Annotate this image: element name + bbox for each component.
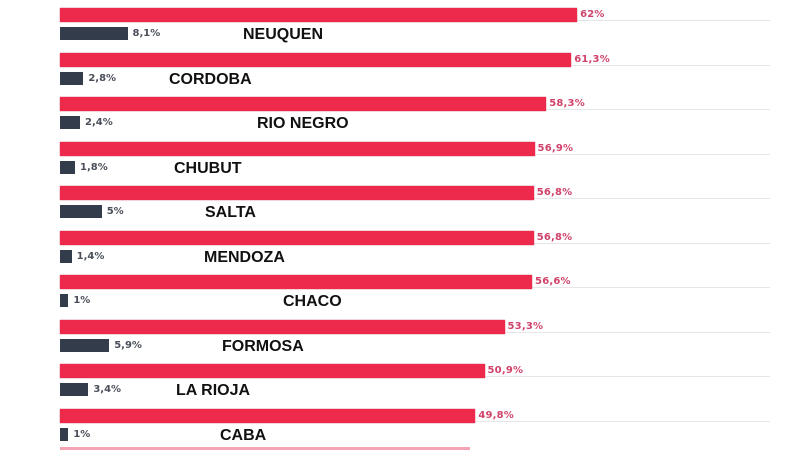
- bar-dark: [60, 160, 75, 174]
- chart-row: 53,3% 5,9% FORMOSA: [0, 312, 800, 356]
- value-label-dark: 2,4%: [85, 117, 113, 128]
- bar-dark: [60, 27, 128, 40]
- category-label: RIO NEGRO: [257, 115, 349, 132]
- value-label-red: 49,8%: [478, 409, 515, 421]
- category-label: CABA: [220, 426, 267, 444]
- category-label: CHACO: [283, 293, 342, 310]
- chart-row: 50,9% 3,4% LA RIOJA: [0, 356, 800, 400]
- bar-dark: [60, 71, 84, 85]
- value-label-dark: 1,8%: [80, 161, 108, 173]
- value-label-dark: 2,8%: [88, 72, 117, 84]
- bar-red: [60, 364, 485, 378]
- bar-red: [60, 230, 534, 245]
- value-label-dark: 8,1%: [132, 28, 161, 39]
- bar-red: [60, 186, 534, 200]
- value-label-red: 61,3%: [574, 53, 610, 65]
- bar-red: [60, 275, 533, 289]
- bar-dark: [60, 205, 102, 218]
- bar-red: [60, 408, 476, 423]
- value-label-red: 58,3%: [549, 98, 585, 109]
- bar-dark: [60, 338, 110, 352]
- chart-row: 56,8% 5% SALTA: [0, 178, 800, 222]
- value-label-dark: 3,4%: [93, 384, 122, 395]
- value-label-red: 56,8%: [536, 231, 573, 243]
- category-label: FORMOSA: [222, 337, 304, 355]
- bar-red: [60, 141, 535, 156]
- chart-row: 61,3% 2,8% CORDOBA: [0, 45, 800, 89]
- category-label: CHUBUT: [174, 159, 242, 177]
- bar-dark: [60, 116, 81, 129]
- category-label: NEUQUEN: [243, 26, 324, 43]
- bar-dark: [60, 427, 69, 441]
- category-label: SALTA: [205, 204, 256, 221]
- bar-red: [60, 8, 578, 22]
- chart-row: 62% 8,1% NEUQUEN: [0, 0, 800, 44]
- value-label-red: 56,9%: [537, 142, 574, 154]
- bar-red: [60, 319, 505, 334]
- category-label: LA RIOJA: [176, 382, 251, 399]
- value-label-dark: 1,4%: [76, 250, 105, 262]
- value-label-red: 56,8%: [536, 187, 573, 198]
- chart-row: 56,8% 1,4% MENDOZA: [0, 223, 800, 267]
- category-label: MENDOZA: [204, 248, 285, 266]
- value-label-red: 62%: [580, 9, 605, 20]
- bar-red: [60, 97, 547, 111]
- category-label: CORDOBA: [169, 70, 252, 88]
- value-label-dark: 5,9%: [114, 339, 142, 351]
- value-label-red: 53,3%: [507, 320, 544, 332]
- next-bar-cutoff: [60, 447, 470, 450]
- bar-red: [60, 52, 572, 67]
- chart-row: 49,8% 1% CABA: [0, 401, 800, 445]
- value-label-red: 56,6%: [535, 276, 571, 287]
- value-label-dark: 1%: [73, 295, 91, 306]
- value-label-dark: 1%: [73, 428, 91, 440]
- value-label-dark: 5%: [106, 206, 124, 217]
- bar-dark: [60, 294, 69, 307]
- bar-dark: [60, 383, 89, 396]
- chart-row: 58,3% 2,4% RIO NEGRO: [0, 89, 800, 133]
- chart-row: 56,9% 1,8% CHUBUT: [0, 134, 800, 178]
- value-label-red: 50,9%: [487, 365, 524, 376]
- chart-row: 56,6% 1% CHACO: [0, 267, 800, 311]
- bar-dark: [60, 249, 72, 263]
